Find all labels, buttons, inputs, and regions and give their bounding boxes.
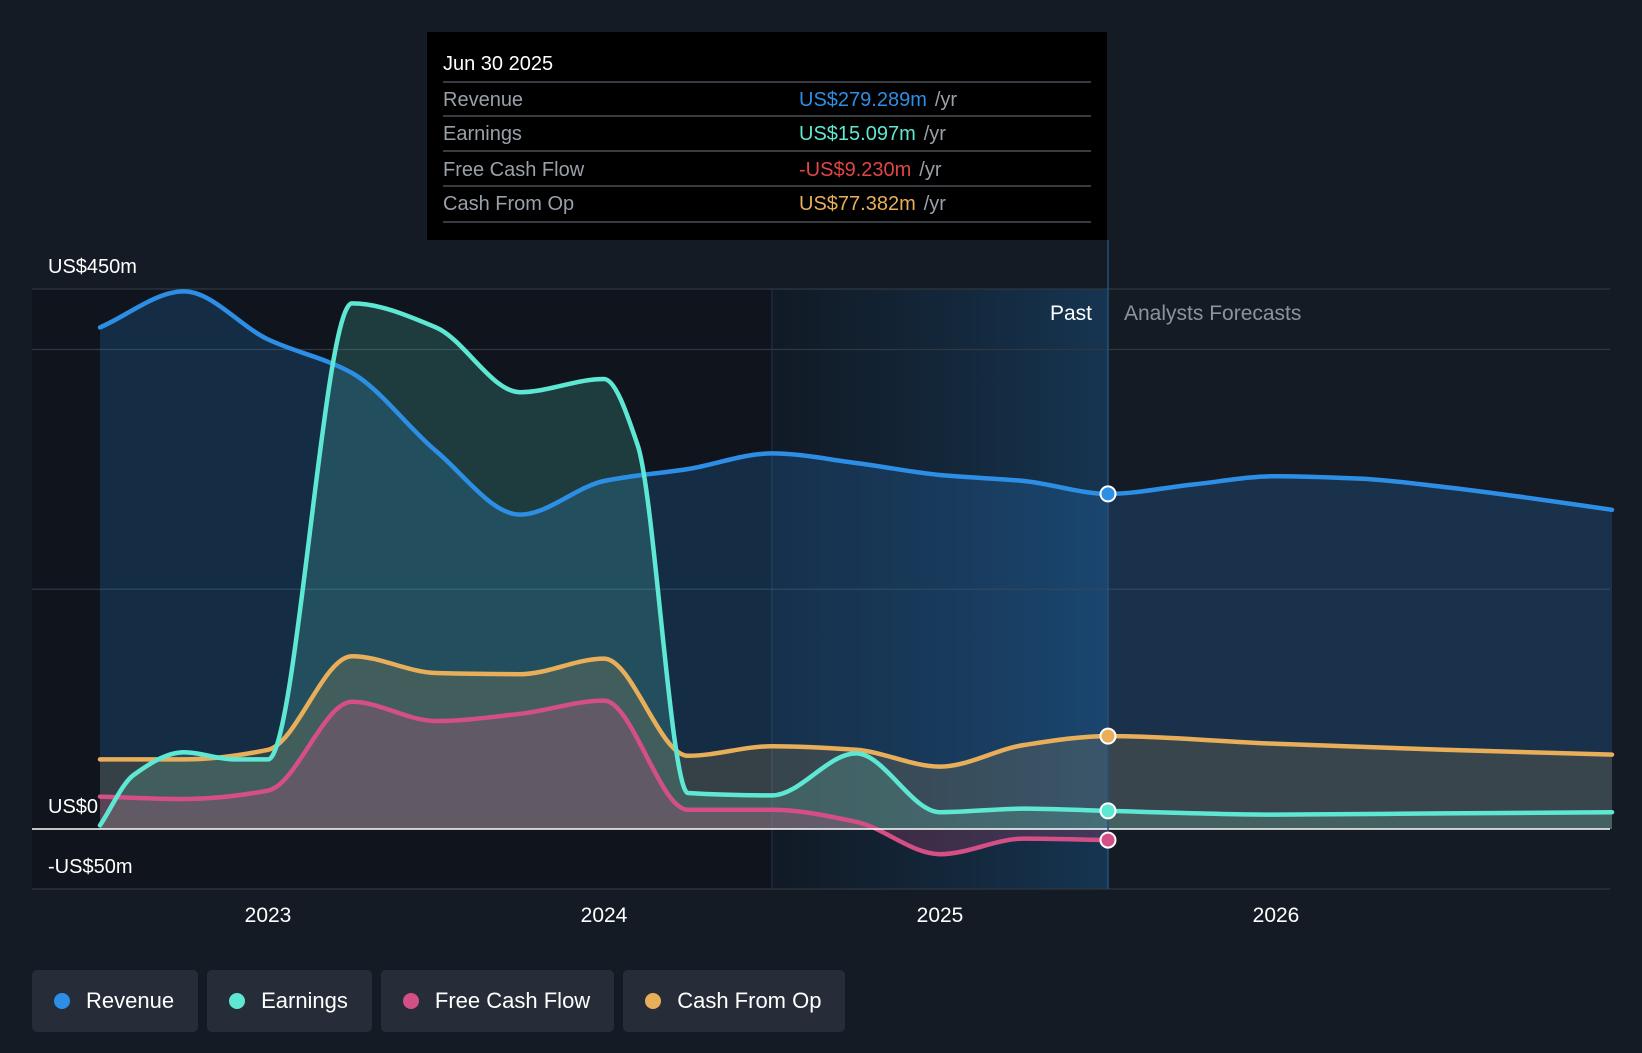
x-tick-label: 2025: [917, 904, 964, 927]
series-markers: [1099, 485, 1117, 849]
y-tick-label: US$450m: [48, 256, 137, 278]
earnings-line: [97, 301, 1615, 828]
free-cash-flow-line: [97, 698, 1111, 857]
revenue-dot-icon: [54, 993, 70, 1009]
cash-from-op-marker: [1099, 727, 1117, 745]
tooltip-row-value: US$279.289m: [799, 89, 927, 111]
tooltip-box: [427, 32, 1107, 240]
revenue-area: [100, 291, 1612, 829]
free-cash-flow-area: [100, 700, 1108, 855]
x-tick-label: 2024: [581, 904, 628, 927]
gridlines: [32, 288, 1610, 890]
tooltip-row-label: Cash From Op: [443, 193, 574, 215]
series-lines: [32, 240, 1615, 889]
tooltip-row-value: US$77.382m: [799, 193, 916, 215]
axis-labels: US$450m US$0 -US$50m 2023 2024 2025 2026 Past An…: [48, 256, 1301, 927]
earnings-dot-icon: [229, 993, 246, 1009]
y-tick-label: US$0: [48, 796, 98, 818]
forecast-label: Analysts Forecasts: [1124, 302, 1301, 325]
x-tick-label: 2026: [1253, 904, 1300, 927]
legend-label: Free Cash Flow: [434, 988, 591, 1013]
revenue-marker: [1099, 485, 1117, 503]
free-cash-flow-dot-icon: [402, 993, 419, 1009]
legend-item-free-cash-flow[interactable]: Free Cash Flow: [380, 970, 615, 1032]
tooltip: Jun 30 2025 Revenue US$279.289m/yr Earnings…: [427, 32, 1107, 240]
tooltip-row-unit: /yr: [924, 123, 947, 145]
free-cash-flow-marker: [1099, 831, 1117, 849]
earnings-area: [100, 303, 1612, 829]
y-tick-label: -US$50m: [48, 856, 132, 878]
series-areas: [100, 289, 1612, 889]
legend: Revenue Earnings Free Cash Flow Cash Fro…: [32, 970, 846, 1032]
tooltip-date: Jun 30 2025: [443, 53, 553, 75]
tooltip-row-unit: /yr: [919, 159, 942, 181]
tooltip-row-label: Earnings: [443, 123, 522, 145]
tooltip-row-value: US$15.097m: [799, 123, 916, 145]
x-tick-label: 2023: [245, 904, 292, 927]
tooltip-row-label: Free Cash Flow: [443, 159, 585, 181]
earnings-marker: [1099, 802, 1117, 820]
tooltip-row-value: -US$9.230m: [799, 159, 911, 181]
legend-item-revenue[interactable]: Revenue: [32, 970, 199, 1032]
legend-item-earnings[interactable]: Earnings: [207, 970, 372, 1032]
legend-item-cash-from-op[interactable]: Cash From Op: [623, 970, 846, 1032]
past-label: Past: [1050, 302, 1092, 325]
forecast-region: [1108, 289, 1610, 889]
legend-label: Cash From Op: [677, 988, 822, 1013]
tooltip-row-unit: /yr: [924, 193, 947, 215]
revenue-line: [97, 289, 1615, 517]
cash-from-op-line: [97, 653, 1615, 769]
cash-from-op-dot-icon: [645, 993, 662, 1009]
tooltip-row-unit: /yr: [935, 89, 958, 111]
legend-label: Earnings: [261, 988, 348, 1013]
cash-from-op-area: [100, 656, 1612, 829]
tooltip-row-label: Revenue: [443, 89, 523, 111]
legend-label: Revenue: [86, 988, 175, 1013]
